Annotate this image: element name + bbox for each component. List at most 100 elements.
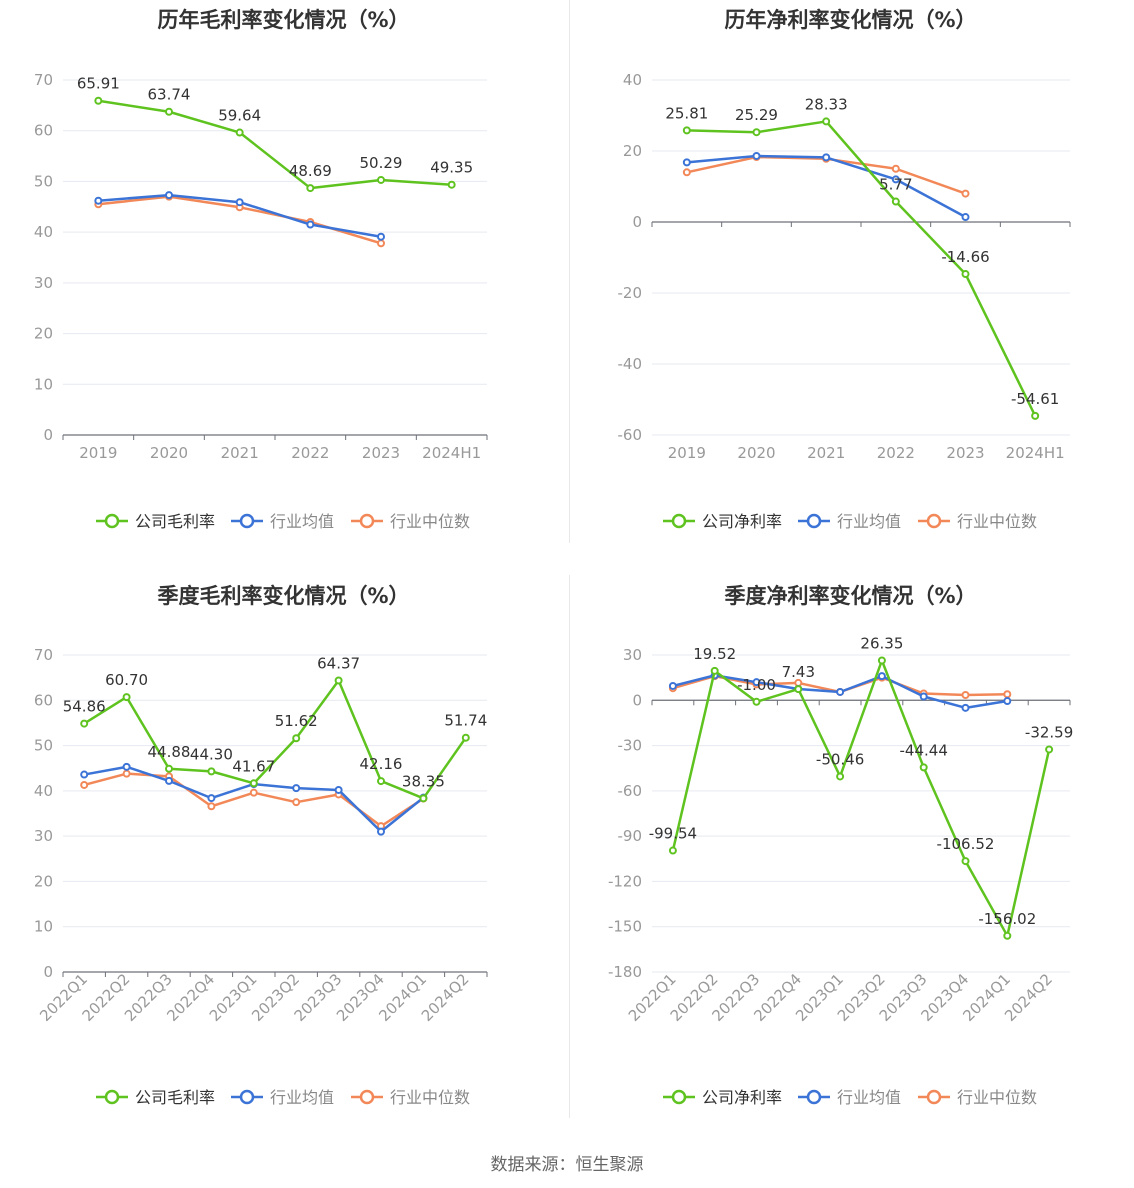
legend-marker [926,1089,942,1105]
y-tick-label: 50 [34,172,53,190]
data-point [292,798,301,807]
legend-marker [239,1089,255,1105]
legend-marker [671,513,687,529]
data-label: 59.64 [218,107,261,125]
data-point [1045,745,1054,754]
data-label: 51.74 [444,712,487,730]
y-tick-label: 20 [34,872,53,890]
data-point [836,687,845,696]
legend-marker [926,513,942,529]
x-tick-label: 2024Q2 [418,970,473,1025]
data-point [1031,411,1040,420]
x-tick-label: 2024H1 [422,444,481,462]
data-label: -1.00 [737,676,776,694]
data-point [961,189,970,198]
legend-label: 行业均值 [270,1088,334,1107]
data-point [122,693,131,702]
data-point [877,656,886,665]
data-point [292,784,301,793]
data-label: 41.67 [232,757,275,775]
data-label: 5.77 [879,176,912,194]
data-point [94,96,103,105]
data-label: 7.43 [782,663,815,681]
legend-label: 公司毛利率 [135,1088,215,1107]
data-point [334,785,343,794]
vertical-divider-bottom [569,575,570,1118]
annual-net-margin-chart: -60 -40 -20 0 20 40 2019 2020 2021 2022 2023 2024H1… [618,71,1071,531]
legend-label: 行业均值 [837,512,901,531]
data-point [306,184,315,193]
data-point [794,685,803,694]
data-point [668,681,677,690]
y-tick-label: -30 [618,737,643,755]
data-label: 25.81 [665,104,708,122]
y-tick-label: -60 [618,426,643,444]
legend-label: 行业均值 [837,1088,901,1107]
data-label: 64.37 [317,654,360,672]
data-label: 51.62 [275,712,318,730]
y-tick-label: 10 [34,375,53,393]
data-label: 65.91 [77,75,120,93]
data-point [165,107,173,116]
data-point [377,777,385,786]
data-point [752,678,761,687]
series-line [686,120,1037,417]
legend-marker [671,1089,687,1105]
data-label: -32.59 [1025,723,1073,741]
data-point [891,197,900,206]
y-tick-label: 40 [623,71,642,89]
data-point [377,239,385,248]
y-tick-label: 40 [34,223,53,241]
data-label: 44.88 [148,743,191,761]
series-line [83,765,425,833]
data-label: -106.52 [937,835,995,853]
data-point [668,846,677,855]
data-label: -50.46 [816,750,864,768]
data-label: 50.29 [360,154,403,172]
data-label: 48.69 [289,162,332,180]
x-tick-label: 2024H1 [1006,444,1065,462]
data-label: 25.29 [735,106,778,124]
legend-marker [806,513,822,529]
data-source: 数据来源：恒生聚源 [490,1155,644,1175]
x-tick-label: 2023 [362,444,400,462]
y-tick-label: -150 [608,918,642,936]
data-point [122,769,131,778]
x-tick-label: 2019 [79,444,117,462]
data-point [961,270,970,279]
data-point [961,691,970,700]
data-label: 26.35 [860,635,903,653]
x-tick-label: 2020 [737,444,775,462]
data-point [961,857,970,866]
data-point [682,158,691,167]
data-point [377,827,385,836]
y-tick-label: -60 [618,782,643,800]
data-point [122,762,131,771]
data-point [207,767,216,776]
data-label: -99.54 [649,825,697,843]
x-tick-label: 2021 [221,444,259,462]
data-point [961,213,970,222]
legend-label: 行业中位数 [390,1088,470,1107]
chart-title-quarterly-gross: 季度毛利率变化情况（%） [157,584,410,608]
vertical-divider-top [569,0,570,543]
legend-marker [806,1089,822,1105]
data-label: -156.02 [978,910,1036,928]
y-tick-label: 60 [34,691,53,709]
y-tick-label: 30 [34,827,53,845]
data-label: 54.86 [63,698,106,716]
legend-label: 行业均值 [270,512,334,531]
data-point [377,175,385,184]
y-tick-label: 0 [632,213,642,231]
data-label: -44.44 [900,741,948,759]
x-tick-label: 2021 [807,444,845,462]
x-tick-label: 2022 [877,444,915,462]
data-point [80,719,89,728]
y-tick-label: -90 [618,827,643,845]
legend-label: 行业中位数 [957,512,1037,531]
y-tick-label: 0 [632,691,642,709]
y-tick-label: 50 [34,737,53,755]
y-tick-label: 30 [623,646,642,664]
data-point [752,151,761,160]
data-point [891,164,900,173]
